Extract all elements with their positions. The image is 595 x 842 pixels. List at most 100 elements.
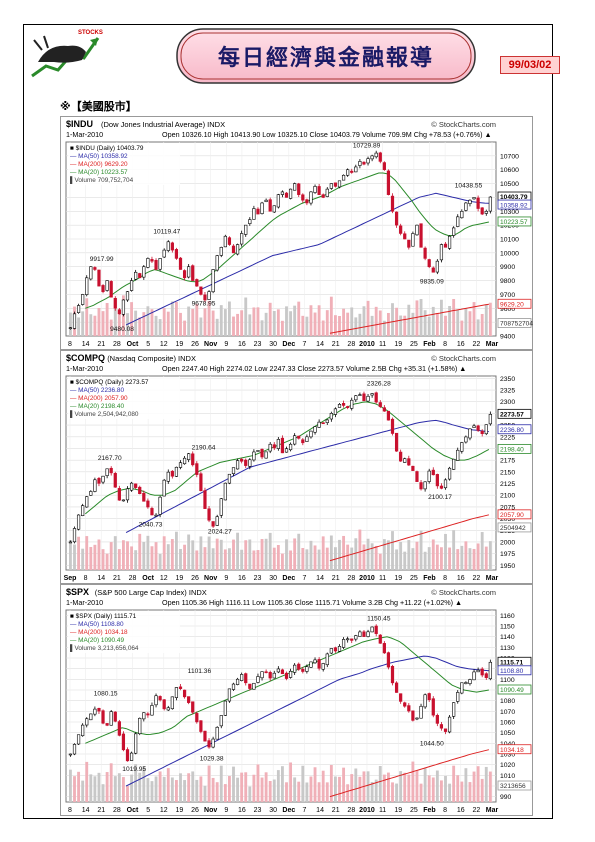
volume-bar bbox=[166, 768, 170, 802]
candle-body bbox=[390, 195, 395, 212]
candle bbox=[362, 391, 366, 402]
candle bbox=[203, 487, 207, 509]
candle-body bbox=[366, 631, 370, 637]
candle-body bbox=[276, 194, 280, 208]
volume-bar bbox=[305, 549, 309, 570]
candle bbox=[231, 682, 236, 691]
legend-entry: ■ $SPX (Daily) 1115.71 bbox=[70, 613, 137, 620]
price-annotation: 1044.50 bbox=[420, 740, 444, 747]
candle bbox=[166, 705, 170, 712]
volume-bar bbox=[122, 540, 125, 570]
legend-entry: ■ $COMPQ (Daily) 2273.57 bbox=[70, 379, 149, 386]
volume-bar bbox=[415, 770, 419, 802]
candle-body bbox=[125, 291, 130, 301]
y-tick-label: 2300 bbox=[500, 399, 515, 406]
volume-bar bbox=[105, 553, 109, 570]
candle-body bbox=[235, 244, 240, 255]
candle-body bbox=[203, 490, 207, 509]
candle bbox=[456, 447, 460, 461]
candle-body bbox=[476, 425, 480, 431]
candle bbox=[138, 485, 142, 495]
candle bbox=[158, 695, 162, 702]
candle-body bbox=[113, 297, 117, 309]
volume-bar bbox=[342, 308, 346, 336]
y-tick-label: 9800 bbox=[500, 278, 515, 285]
candle bbox=[329, 648, 333, 654]
x-tick-label: 25 bbox=[410, 575, 418, 582]
legend-entry: — MA(50) 1108.80 bbox=[70, 621, 124, 628]
candle-body bbox=[403, 702, 407, 707]
volume-bar bbox=[329, 765, 333, 802]
volume-bar bbox=[301, 315, 305, 336]
candle bbox=[154, 258, 158, 271]
candle-body bbox=[407, 239, 411, 248]
candle bbox=[219, 715, 223, 729]
candle bbox=[231, 467, 236, 477]
legend-entry: ▌Volume 2,504,942,080 bbox=[70, 410, 139, 418]
candle-body bbox=[256, 208, 260, 215]
candle-body bbox=[256, 676, 260, 683]
volume-bar bbox=[260, 539, 264, 570]
candle-body bbox=[358, 394, 362, 396]
candle-body bbox=[121, 733, 126, 751]
volume-bar bbox=[146, 306, 150, 336]
x-tick-label: 25 bbox=[410, 807, 418, 814]
volume-bar bbox=[276, 770, 280, 802]
candle-body bbox=[423, 694, 427, 708]
x-tick-label: 22 bbox=[472, 575, 480, 582]
candle-body bbox=[248, 219, 252, 225]
x-tick-label: 30 bbox=[269, 575, 277, 582]
candle-body bbox=[121, 499, 126, 502]
candle-body bbox=[288, 443, 293, 451]
price-tag-text: 708752704 bbox=[500, 321, 533, 328]
candle-body bbox=[354, 395, 358, 401]
candle-body bbox=[346, 169, 350, 176]
candle bbox=[215, 514, 219, 527]
volume-bar bbox=[387, 312, 390, 336]
volume-bar bbox=[460, 781, 464, 802]
candle-body bbox=[366, 158, 370, 164]
volume-bar bbox=[448, 305, 452, 336]
price-tag-text: 2273.57 bbox=[500, 412, 524, 419]
candle-body bbox=[476, 197, 480, 209]
price-tag bbox=[497, 665, 532, 676]
candle-body bbox=[244, 673, 248, 684]
volume-bar bbox=[334, 776, 337, 802]
legend-entry: — MA(200) 9629.20 bbox=[70, 161, 128, 168]
candle bbox=[154, 693, 158, 708]
x-tick-label: Nov bbox=[204, 807, 217, 814]
volume-bar bbox=[85, 761, 89, 802]
candle bbox=[293, 182, 297, 191]
price-tag bbox=[497, 509, 532, 520]
candle bbox=[325, 419, 329, 426]
volume-bar bbox=[391, 531, 394, 570]
candle bbox=[203, 730, 207, 742]
volume-bar bbox=[419, 783, 423, 802]
candle-body bbox=[354, 166, 358, 173]
candle bbox=[68, 540, 73, 544]
chart-name: (S&P 500 Large Cap Index) INDX bbox=[95, 588, 207, 597]
volume-bar bbox=[444, 315, 447, 336]
candle-body bbox=[268, 443, 272, 452]
x-tick-label: 21 bbox=[332, 341, 340, 348]
volume-bar bbox=[431, 306, 435, 336]
candle bbox=[174, 466, 179, 478]
candle-body bbox=[431, 698, 435, 716]
y-tick-label: 10300 bbox=[500, 209, 519, 216]
candle-body bbox=[407, 705, 411, 712]
x-tick-label: 28 bbox=[347, 341, 355, 348]
volume-bar bbox=[427, 316, 431, 336]
candle-body bbox=[472, 197, 476, 200]
candle bbox=[346, 405, 350, 410]
candle-body bbox=[309, 430, 313, 438]
volume-bar bbox=[228, 776, 231, 802]
candle bbox=[268, 197, 272, 212]
candle bbox=[439, 483, 444, 490]
volume-bar bbox=[105, 303, 109, 336]
candle-body bbox=[219, 715, 223, 727]
volume-bar bbox=[73, 776, 76, 802]
candle-body bbox=[284, 672, 289, 679]
volume-bar bbox=[207, 300, 211, 336]
y-tick-label: 2350 bbox=[500, 376, 515, 383]
candle bbox=[390, 664, 395, 686]
